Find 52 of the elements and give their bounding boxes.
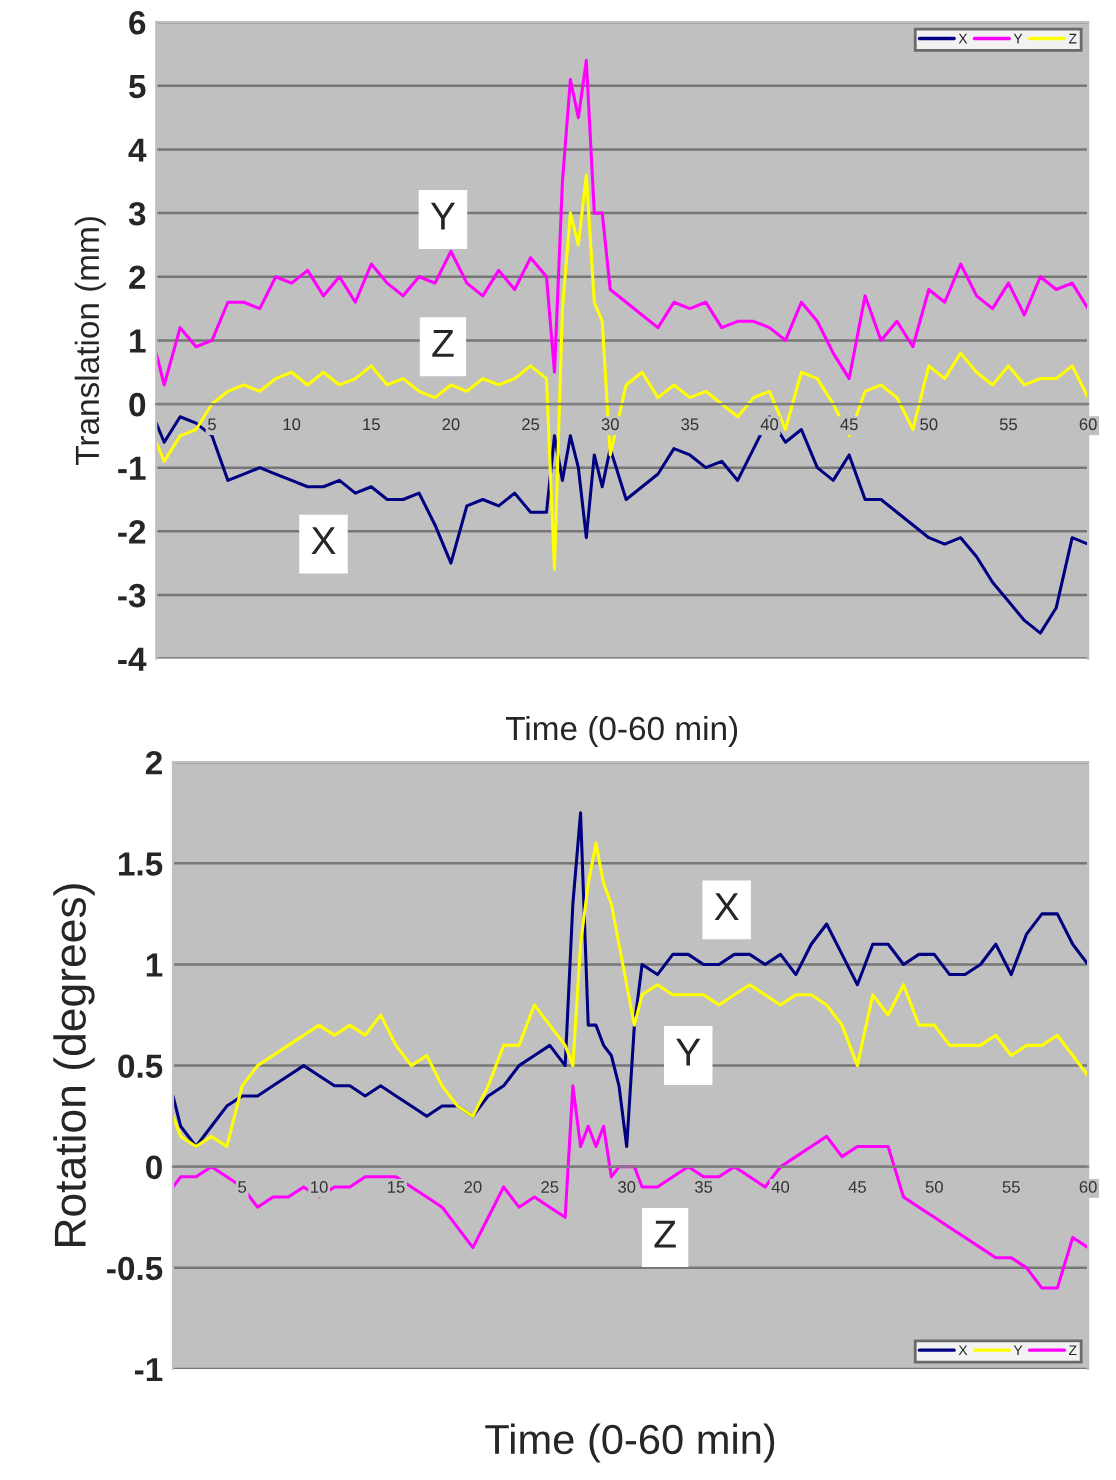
y-tick-label: -1 <box>118 456 146 480</box>
x-tick-label: 50 <box>920 418 938 431</box>
annotation: X <box>311 527 336 555</box>
y-tick-label: 0 <box>146 1155 162 1180</box>
y-tick-label: 2 <box>145 751 162 775</box>
x-tick-label: 50 <box>925 1181 943 1193</box>
annotation: Z <box>432 330 454 357</box>
y-tick-label: 5 <box>129 74 146 99</box>
x-tick-label: 30 <box>618 1181 636 1193</box>
x-tick-label: 45 <box>840 418 858 431</box>
x-tick-label: 60 <box>1079 418 1097 431</box>
y-tick-label: 6 <box>129 11 146 35</box>
y-tick-label: 1 <box>130 329 146 353</box>
x-tick-label: 55 <box>1002 1181 1020 1193</box>
y-tick-label: 1.5 <box>119 852 163 876</box>
x-tick-label: 25 <box>541 1181 559 1193</box>
x-tick-label: 30 <box>601 418 619 431</box>
annotation: Y <box>430 202 456 230</box>
y-tick-label: -1 <box>134 1358 163 1382</box>
x-tick-label: 10 <box>311 1181 328 1193</box>
y-tick-label: -0.5 <box>107 1256 163 1281</box>
annotation: Y <box>676 1038 701 1066</box>
x-tick-label: 45 <box>848 1181 866 1193</box>
x-tick-label: 40 <box>771 1181 790 1193</box>
y-tick-label: 1 <box>146 953 163 977</box>
x-tick-label: 40 <box>760 418 779 431</box>
y-tick-label: 4 <box>128 138 147 162</box>
y-axis-title: Translation (mm) <box>74 217 106 465</box>
x-tick-label: 35 <box>681 418 699 431</box>
x-tick-label: 25 <box>522 418 540 431</box>
x-tick-label: 35 <box>694 1181 713 1193</box>
annotation: X <box>714 893 739 920</box>
y-tick-label: 2 <box>129 265 146 289</box>
x-tick-label: 20 <box>442 418 460 431</box>
annotation: Z <box>654 1220 676 1248</box>
y-tick-label: 3 <box>128 201 146 226</box>
y-tick-label: 0.5 <box>118 1054 163 1079</box>
y-tick-label: 0 <box>129 392 146 417</box>
line-series <box>156 58 1089 387</box>
y-tick-label: -3 <box>118 583 146 608</box>
x-axis-title: Time (0-60 min) <box>505 715 738 747</box>
x-axis-title: Time (0-60 min) <box>485 1423 775 1463</box>
y-axis-title: Rotation (degrees) <box>53 884 95 1246</box>
x-tick-label: 60 <box>1079 1181 1097 1193</box>
y-tick-label: -2 <box>118 520 146 544</box>
x-tick-label: 5 <box>208 418 216 431</box>
y-tick-label: -4 <box>118 647 147 671</box>
x-tick-label: 20 <box>464 1181 482 1193</box>
x-tick-label: 15 <box>363 418 380 431</box>
x-tick-label: 55 <box>999 418 1018 431</box>
x-tick-label: 15 <box>388 1181 405 1193</box>
x-tick-label: 10 <box>283 418 301 431</box>
